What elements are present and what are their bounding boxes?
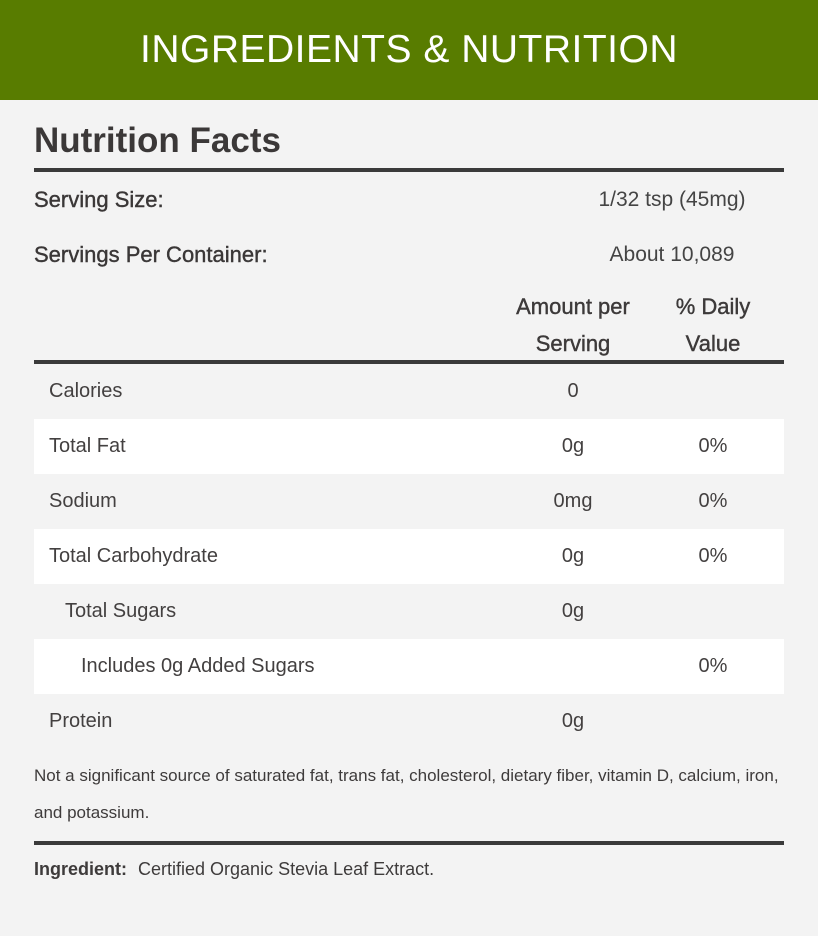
daily-header-line2: Value bbox=[685, 331, 741, 356]
title-divider bbox=[34, 168, 784, 172]
serving-size-label: Serving Size: bbox=[34, 186, 164, 212]
nutrient-row-protein: Protein 0g bbox=[34, 694, 784, 749]
column-headers: Amount per Serving % Daily Value bbox=[34, 282, 784, 360]
nutrient-name: Sodium bbox=[49, 490, 117, 512]
servings-per-container-row: Servings Per Container: About 10,089 bbox=[34, 227, 784, 282]
nutrient-amount: 0 bbox=[567, 380, 579, 402]
nutrient-amount: 0g bbox=[561, 600, 585, 622]
daily-header-line1: % Daily bbox=[675, 294, 751, 319]
nutrition-facts-title: Nutrition Facts bbox=[34, 121, 281, 160]
servings-per-container-label: Servings Per Container: bbox=[34, 241, 268, 267]
serving-size-value: 1/32 tsp (45mg) bbox=[598, 187, 746, 211]
nutrient-row-calories: Calories 0 bbox=[34, 364, 784, 419]
nutrient-row-total-fat: Total Fat 0g 0% bbox=[34, 419, 784, 474]
nutrient-name: Total Sugars bbox=[65, 600, 177, 622]
nutrition-facts-panel: Nutrition Facts Serving Size: 1/32 tsp (… bbox=[0, 100, 818, 880]
footnote-divider bbox=[34, 841, 784, 845]
nutrient-row-total-carbohydrate: Total Carbohydrate 0g 0% bbox=[34, 529, 784, 584]
nutrient-table: Calories 0 Total Fat 0g 0% Sodium 0mg 0%… bbox=[34, 364, 784, 749]
nutrient-amount: 0mg bbox=[553, 490, 593, 512]
nutrient-daily-value: 0% bbox=[698, 490, 728, 512]
amount-header-line1: Amount per bbox=[516, 294, 630, 319]
header-divider bbox=[34, 360, 784, 364]
servings-per-container-value: About 10,089 bbox=[609, 242, 735, 266]
nutrient-daily-value: 0% bbox=[698, 655, 728, 677]
ingredient-label: Ingredient: bbox=[34, 859, 127, 879]
nutrient-name: Total Carbohydrate bbox=[49, 545, 218, 567]
amount-header-line2: Serving bbox=[535, 331, 611, 356]
nutrient-row-total-sugars: Total Sugars 0g bbox=[34, 584, 784, 639]
nutrient-daily-value: 0% bbox=[698, 545, 728, 567]
nutrient-amount: 0g bbox=[561, 545, 585, 567]
nutrient-name: Includes 0g Added Sugars bbox=[81, 655, 315, 677]
ingredient-line: Ingredient: Certified Organic Stevia Lea… bbox=[34, 845, 784, 880]
nutrient-name: Calories bbox=[49, 380, 123, 402]
nutrient-name: Protein bbox=[49, 710, 113, 732]
nutrient-amount: 0g bbox=[561, 435, 585, 457]
daily-value-header: % Daily Value bbox=[658, 288, 768, 362]
nutrient-row-added-sugars: Includes 0g Added Sugars 0% bbox=[34, 639, 784, 694]
banner-title: INGREDIENTS & NUTRITION bbox=[139, 28, 679, 71]
nutrition-footnote: Not a significant source of saturated fa… bbox=[34, 766, 779, 822]
nutrient-row-sodium: Sodium 0mg 0% bbox=[34, 474, 784, 529]
nutrient-name: Total Fat bbox=[49, 435, 126, 457]
ingredient-value: Certified Organic Stevia Leaf Extract. bbox=[138, 859, 435, 879]
serving-size-row: Serving Size: 1/32 tsp (45mg) bbox=[34, 172, 784, 227]
nutrient-daily-value: 0% bbox=[698, 435, 728, 457]
amount-per-serving-header: Amount per Serving bbox=[499, 288, 647, 362]
section-banner: INGREDIENTS & NUTRITION bbox=[0, 0, 818, 100]
nutrient-amount: 0g bbox=[561, 710, 585, 732]
